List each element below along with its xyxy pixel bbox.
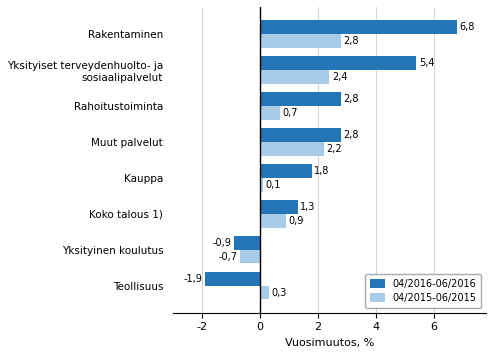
Text: 0,1: 0,1 bbox=[265, 180, 281, 190]
Bar bbox=[260, 178, 263, 192]
Text: 6,8: 6,8 bbox=[459, 22, 475, 32]
Text: 2,8: 2,8 bbox=[344, 36, 359, 46]
Text: 0,3: 0,3 bbox=[271, 288, 286, 297]
Bar bbox=[260, 56, 417, 70]
Text: 1,3: 1,3 bbox=[300, 202, 316, 212]
Bar bbox=[260, 286, 269, 300]
Bar bbox=[260, 164, 312, 178]
Bar bbox=[260, 214, 286, 228]
Text: -1,9: -1,9 bbox=[183, 274, 203, 284]
Text: 0,7: 0,7 bbox=[282, 108, 298, 118]
Text: 2,8: 2,8 bbox=[344, 130, 359, 140]
Text: 2,8: 2,8 bbox=[344, 94, 359, 104]
Text: 0,9: 0,9 bbox=[288, 216, 304, 226]
Bar bbox=[260, 200, 298, 214]
Bar bbox=[260, 34, 341, 48]
Bar bbox=[260, 106, 280, 120]
Bar bbox=[260, 70, 329, 83]
Text: 2,2: 2,2 bbox=[326, 144, 342, 154]
Text: 5,4: 5,4 bbox=[419, 58, 434, 68]
Bar bbox=[234, 236, 260, 250]
Bar bbox=[260, 20, 457, 34]
X-axis label: Vuosimuutos, %: Vuosimuutos, % bbox=[285, 338, 374, 348]
Bar bbox=[260, 128, 341, 142]
Bar bbox=[240, 250, 260, 263]
Text: 1,8: 1,8 bbox=[315, 166, 330, 176]
Bar bbox=[260, 92, 341, 106]
Text: -0,9: -0,9 bbox=[212, 238, 232, 248]
Legend: 04/2016-06/2016, 04/2015-06/2015: 04/2016-06/2016, 04/2015-06/2015 bbox=[365, 274, 481, 308]
Text: 2,4: 2,4 bbox=[332, 72, 347, 82]
Bar bbox=[205, 272, 260, 286]
Text: -0,7: -0,7 bbox=[218, 252, 237, 262]
Bar bbox=[260, 142, 324, 155]
